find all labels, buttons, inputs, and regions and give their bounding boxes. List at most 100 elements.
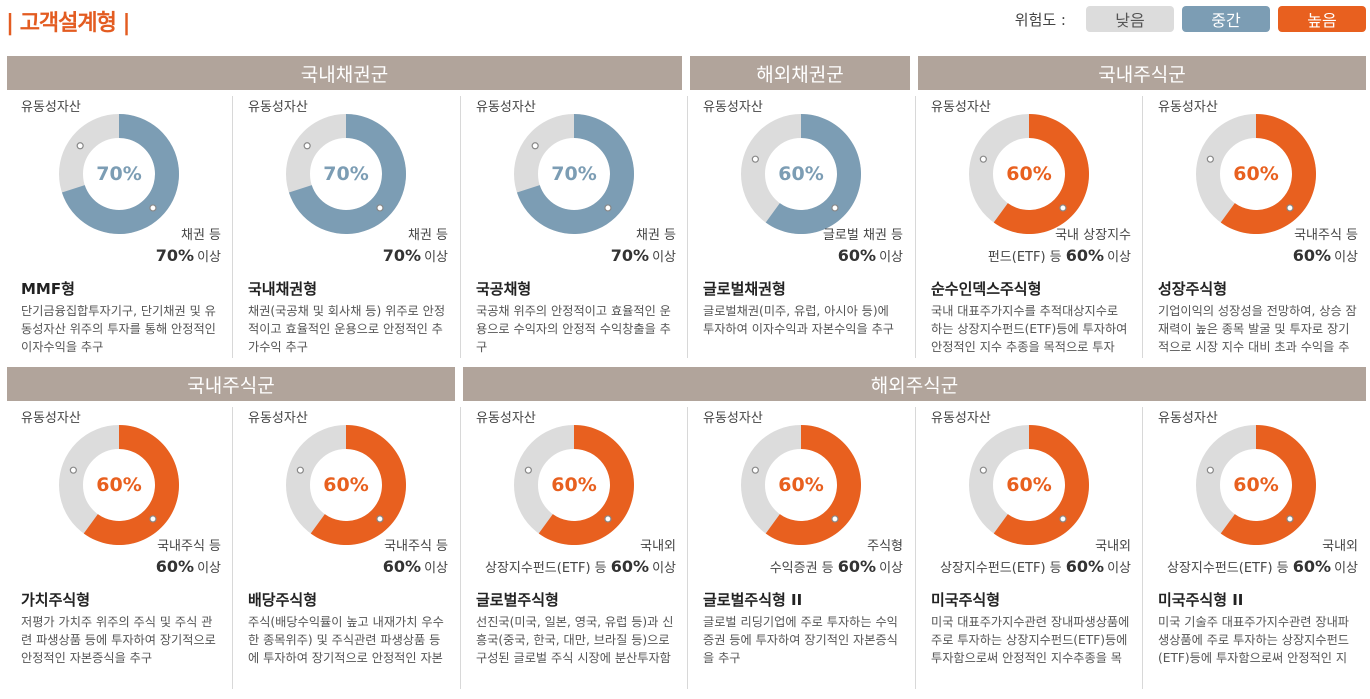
liquid-asset-label: 유동성자산: [21, 411, 81, 426]
liquid-asset-label: 유동성자산: [476, 100, 536, 115]
asset-marker-dot: [604, 515, 612, 523]
category-band-overseas-equity: 해외주식군: [463, 367, 1366, 401]
asset-marker-dot: [149, 515, 157, 523]
asset-type-label: 국내외: [1322, 539, 1358, 554]
main-asset-segment: [538, 425, 634, 545]
ratio-suffix: 이상: [652, 250, 676, 265]
allocation-percent: 60%: [551, 474, 597, 496]
fund-name: 국내채권형: [248, 280, 318, 298]
ratio-suffix: 이상: [879, 561, 903, 576]
allocation-donut: [969, 425, 1089, 545]
fund-card[interactable]: 유동성자산 70% 채권 등 70% 이상 MMF형 단기금융집합투자기구, 단기채권 및 …: [7, 92, 229, 388]
risk-legend-label: 위험도 :: [1014, 10, 1066, 29]
allocation-donut: [1196, 114, 1316, 234]
fund-card[interactable]: 유동성자산 60% 국내주식 등 60% 이상 배당주식형 주식(배당수익률이 높고 내재가…: [234, 403, 456, 699]
allocation-percent: 60%: [1233, 163, 1279, 185]
allocation-percent: 60%: [323, 474, 369, 496]
allocation-donut: [741, 425, 861, 545]
fund-card[interactable]: 유동성자산 70% 채권 등 70% 이상 국내채권형 채권(국공채 및 회사채 등) 위주…: [234, 92, 456, 388]
ratio-prefix: 상장지수펀드(ETF) 등: [940, 561, 1062, 576]
main-asset-segment: [288, 114, 406, 234]
allocation-percent: 70%: [323, 163, 369, 185]
fund-card[interactable]: 유동성자산 60% 국내외 상장지수펀드(ETF) 등 60% 이상 미국주식형 II 미국…: [1144, 403, 1366, 699]
allocation-donut: [741, 114, 861, 234]
main-asset-segment: [61, 114, 179, 234]
fund-card[interactable]: 유동성자산 70% 채권 등 70% 이상 국공채형 국공채 위주의 안정적이고 효율적인 …: [462, 92, 684, 388]
allocation-percent: 70%: [551, 163, 597, 185]
ratio-value: 60%: [155, 557, 195, 576]
asset-type-label: 국내 상장지수: [1055, 228, 1131, 243]
fund-description: 단기금융집합투자기구, 단기채권 및 유동성자산 위주의 투자를 통해 안정적인…: [21, 304, 216, 354]
min-ratio: 70% 이상: [156, 246, 221, 265]
ratio-suffix: 이상: [1107, 250, 1131, 265]
liquid-marker-dot: [1206, 155, 1214, 163]
fund-card[interactable]: 유동성자산 60% 국내 상장지수 펀드(ETF) 등 60% 이상 순수인덱스주식형 국내…: [917, 92, 1139, 388]
fund-card[interactable]: 유동성자산 60% 주식형 수익증권 등 60% 이상 글로벌주식형 II 글로벌 리딩기업…: [689, 403, 911, 699]
asset-type-label: 국내주식 등: [1294, 228, 1358, 243]
main-asset-segment: [765, 425, 861, 545]
asset-marker-dot: [1059, 515, 1067, 523]
page-title: | 고객설계형 |: [6, 11, 131, 36]
allocation-donut: [1196, 425, 1316, 545]
liquid-marker-dot: [69, 466, 77, 474]
asset-marker-dot: [376, 204, 384, 212]
risk-low-badge: 낮음: [1086, 6, 1174, 32]
fund-description: 기업이익의 성장성을 전망하여, 상승 잠재력이 높은 종목 발굴 및 투자로 …: [1158, 304, 1357, 354]
fund-description: 미국 기술주 대표주가지수관련 장내파생상품에 주로 투자하는 상장지수펀드(E…: [1158, 615, 1350, 665]
asset-type-label: 글로벌 채권 등: [822, 228, 903, 243]
fund-description: 주식(배당수익률이 높고 내재가치 우수한 종목위주) 및 주식관련 파생상품 …: [248, 615, 444, 665]
asset-type-label: 채권 등: [635, 228, 676, 243]
allocation-donut: [286, 425, 406, 545]
liquid-asset-label: 유동성자산: [703, 100, 763, 115]
fund-card[interactable]: 유동성자산 60% 글로벌 채권 등 60% 이상 글로벌채권형 글로벌채권(미주, 유럽,…: [689, 92, 911, 388]
min-ratio: 상장지수펀드(ETF) 등 60% 이상: [485, 557, 676, 576]
liquid-marker-dot: [751, 466, 759, 474]
category-band-domestic-equity-2: 국내주식군: [7, 367, 455, 401]
asset-marker-dot: [376, 515, 384, 523]
fund-card[interactable]: 유동성자산 60% 국내주식 등 60% 이상 가치주식형 저평가 가치주 위주의 주식 및…: [7, 403, 229, 699]
fund-name: 글로벌주식형: [476, 591, 559, 609]
allocation-donut: [969, 114, 1089, 234]
allocation-percent: 70%: [96, 163, 142, 185]
main-asset-segment: [993, 425, 1089, 545]
min-ratio: 60% 이상: [838, 246, 903, 265]
ratio-value: 70%: [610, 246, 650, 265]
ratio-value: 60%: [382, 557, 422, 576]
allocation-percent: 60%: [1006, 163, 1052, 185]
asset-marker-dot: [831, 515, 839, 523]
liquid-asset-label: 유동성자산: [1158, 100, 1218, 115]
fund-description: 미국 대표주가지수관련 장내파생상품에 주로 투자하는 상장지수펀드(ETF)등…: [931, 615, 1130, 665]
fund-description: 저평가 가치주 위주의 주식 및 주식 관련 파생상품 등에 투자하여 장기적으…: [21, 615, 216, 665]
ratio-suffix: 이상: [197, 250, 221, 265]
liquid-marker-dot: [76, 142, 84, 150]
min-ratio: 60% 이상: [1293, 246, 1358, 265]
fund-name: MMF형: [21, 280, 75, 298]
liquid-asset-label: 유동성자산: [703, 411, 763, 426]
fund-card[interactable]: 유동성자산 60% 국내외 상장지수펀드(ETF) 등 60% 이상 미국주식형 미국 대표…: [917, 403, 1139, 699]
liquid-marker-dot: [296, 466, 304, 474]
min-ratio: 60% 이상: [383, 557, 448, 576]
ratio-value: 60%: [837, 246, 877, 265]
liquid-marker-dot: [751, 155, 759, 163]
fund-card[interactable]: 유동성자산 60% 국내주식 등 60% 이상 성장주식형 기업이익의 성장성을 전망하여,…: [1144, 92, 1366, 388]
ratio-value: 70%: [155, 246, 195, 265]
fund-card[interactable]: 유동성자산 60% 국내외 상장지수펀드(ETF) 등 60% 이상 글로벌주식형 선진국(…: [462, 403, 684, 699]
liquid-marker-dot: [303, 142, 311, 150]
asset-type-label: 주식형: [867, 539, 903, 554]
allocation-percent: 60%: [1006, 474, 1052, 496]
min-ratio: 수익증권 등 60% 이상: [770, 557, 903, 576]
asset-type-label: 채권 등: [407, 228, 448, 243]
ratio-prefix: 상장지수펀드(ETF) 등: [1167, 561, 1289, 576]
asset-type-label: 채권 등: [180, 228, 221, 243]
fund-name: 미국주식형 II: [1158, 591, 1244, 609]
liquid-asset-label: 유동성자산: [931, 411, 991, 426]
asset-type-label: 국내외: [1095, 539, 1131, 554]
min-ratio: 70% 이상: [611, 246, 676, 265]
liquid-asset-label: 유동성자산: [248, 100, 308, 115]
liquid-marker-dot: [531, 142, 539, 150]
fund-name: 국공채형: [476, 280, 532, 298]
fund-name: 미국주식형: [931, 591, 1001, 609]
allocation-percent: 60%: [1233, 474, 1279, 496]
asset-marker-dot: [1286, 515, 1294, 523]
asset-type-label: 국내주식 등: [157, 539, 221, 554]
